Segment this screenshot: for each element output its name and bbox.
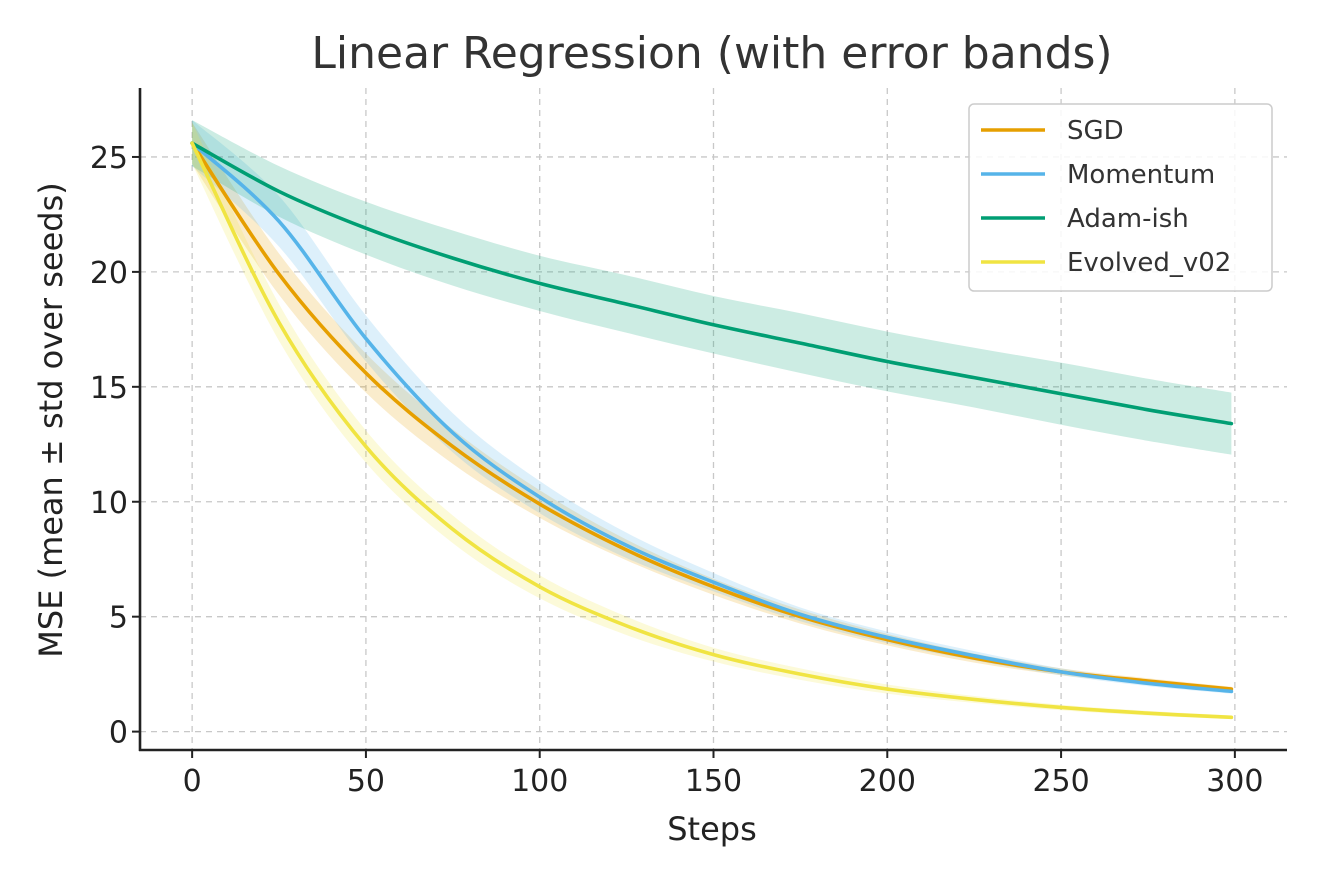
evolved-v02-legend-label: Evolved_v02 <box>1067 248 1231 278</box>
y-tick-label: 15 <box>90 371 128 406</box>
error-bands <box>192 120 1232 720</box>
adam-ish-legend-label: Adam-ish <box>1067 204 1189 234</box>
ticks: 0 50 100 150 200 250 300 0 5 10 15 20 25 <box>90 141 1264 799</box>
adam-ish-line <box>190 141 1234 426</box>
y-tick-label: 0 <box>109 716 128 751</box>
legend: SGD Momentum Adam-ish Evolved_v02 <box>968 103 1273 292</box>
x-tick-label: 100 <box>511 764 568 799</box>
sgd-error-band <box>192 122 1232 692</box>
y-tick-label: 10 <box>90 486 128 521</box>
x-tick-label: 200 <box>859 764 916 799</box>
chart-title: Linear Regression (with error bands) <box>311 28 1112 79</box>
y-tick-label: 25 <box>90 141 128 176</box>
x-tick-label: 150 <box>685 764 742 799</box>
y-tick-label: 5 <box>109 601 128 636</box>
evolved-v02-line <box>190 141 1234 720</box>
x-axis-label: Steps <box>667 810 757 848</box>
series-lines <box>190 141 1234 720</box>
x-tick-label: 0 <box>183 764 202 799</box>
momentum-line <box>190 141 1234 694</box>
x-tick-label: 250 <box>1032 764 1089 799</box>
x-tick-label: 50 <box>347 764 385 799</box>
sgd-legend-label: SGD <box>1067 116 1124 146</box>
x-tick-label: 300 <box>1206 764 1263 799</box>
y-axis-label: MSE (mean ± std over seeds) <box>32 182 70 657</box>
adam-ish-error-band <box>192 120 1232 455</box>
momentum-legend-label: Momentum <box>1067 160 1215 190</box>
momentum-error-band <box>192 120 1232 694</box>
legend-frame <box>968 103 1273 292</box>
y-tick-label: 20 <box>90 256 128 291</box>
